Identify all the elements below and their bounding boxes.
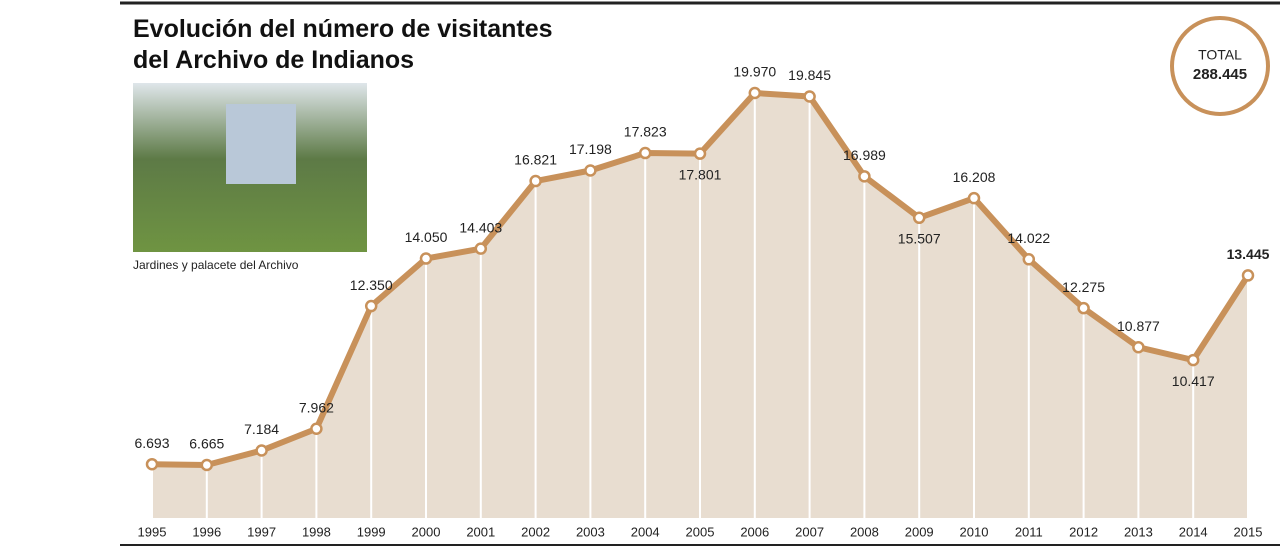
point (310, 422, 323, 435)
total-label: TOTAL (1198, 47, 1242, 63)
value-label: 12.275 (1062, 279, 1105, 295)
plot: 6.693 1995 6.665 1996 7.184 1997 7.962 1998 12.3… (134, 64, 1269, 540)
point (912, 211, 926, 225)
x-tick-label: 1997 (247, 524, 276, 539)
x-tick-label: 2015 (1234, 524, 1263, 539)
x-tick-label: 2003 (576, 524, 605, 539)
x-tick-label: 1996 (192, 524, 221, 539)
point (419, 252, 433, 265)
value-label: 16.989 (843, 147, 886, 163)
value-label: 15.507 (898, 230, 941, 246)
x-tick-label: 2008 (850, 524, 879, 539)
x-tick-label: 2014 (1179, 524, 1208, 539)
x-tick-label: 1998 (302, 524, 331, 539)
point (529, 174, 542, 188)
point (803, 90, 816, 103)
point (200, 458, 214, 472)
value-label: 12.350 (350, 277, 393, 293)
chart-title: Evolución del número de visitantes (133, 15, 553, 43)
photo-building (226, 104, 296, 184)
value-label: 7.962 (299, 399, 334, 415)
value-label: 7.184 (244, 421, 279, 437)
point (638, 146, 652, 160)
point (364, 299, 378, 313)
x-tick-label: 2000 (412, 524, 441, 539)
value-label: 17.801 (679, 166, 722, 182)
x-tick-label: 1999 (357, 524, 386, 539)
point (145, 457, 159, 471)
point (693, 147, 707, 160)
value-label: 14.022 (1007, 230, 1050, 246)
point (255, 444, 268, 457)
x-tick-label: 2011 (1015, 524, 1043, 539)
point (1077, 301, 1090, 315)
point (967, 191, 981, 205)
photo-caption: Jardines y palacete del Archivo (133, 258, 299, 272)
value-label: 10.877 (1117, 318, 1160, 334)
point (1241, 269, 1255, 282)
x-tick-label: 2002 (521, 524, 550, 539)
point (1022, 253, 1036, 266)
x-tick-label: 2001 (466, 524, 495, 539)
total-value: 288.445 (1193, 66, 1247, 83)
point (1132, 340, 1145, 354)
point (748, 86, 762, 100)
value-label: 6.693 (134, 435, 169, 451)
point (474, 242, 488, 255)
x-tick-label: 2012 (1069, 524, 1098, 539)
value-label: 19.970 (733, 64, 776, 80)
x-tick-label: 2004 (631, 524, 660, 539)
value-label: 16.821 (514, 152, 557, 168)
x-tick-label: 2007 (795, 524, 824, 539)
value-label: 17.823 (624, 124, 667, 140)
value-label: 16.208 (953, 169, 996, 185)
value-label: 17.198 (569, 141, 612, 157)
chart-title: del Archivo de Indianos (133, 46, 414, 74)
value-label: 13.445 (1227, 246, 1270, 262)
value-label: 19.845 (788, 67, 831, 83)
value-label: 14.403 (459, 219, 502, 235)
total-badge (1170, 16, 1270, 116)
value-label: 6.665 (189, 436, 224, 452)
point (858, 170, 871, 183)
x-tick-label: 2005 (686, 524, 715, 539)
value-label: 14.050 (405, 229, 448, 245)
point (584, 164, 597, 177)
x-tick-label: 2009 (905, 524, 934, 539)
x-tick-label: 2013 (1124, 524, 1153, 539)
x-tick-label: 2010 (960, 524, 989, 539)
x-tick-label: 2006 (740, 524, 769, 539)
point (1186, 353, 1200, 367)
value-label: 10.417 (1172, 373, 1215, 389)
x-tick-label: 1995 (138, 524, 167, 539)
